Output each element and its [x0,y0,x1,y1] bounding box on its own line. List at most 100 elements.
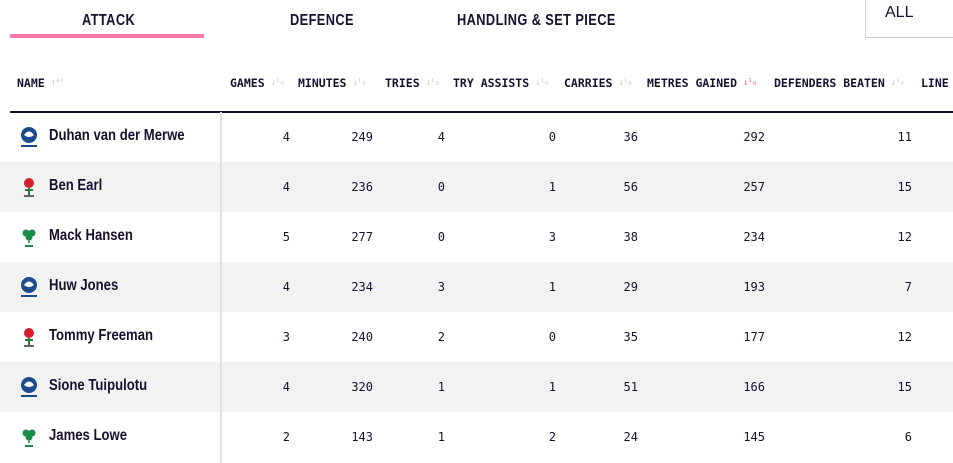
stat-defenders-beaten: 12 [897,230,912,244]
stat-carries: 29 [623,280,638,294]
stat-minutes: 236 [351,180,373,194]
stat-defenders-beaten: 11 [897,130,912,144]
filter-value: ALL [885,4,914,21]
stat-carries: 36 [623,130,638,144]
sort-icon[interactable]: ↓¹₀ [352,78,366,88]
name-column-divider [220,112,222,463]
stat-minutes: 277 [351,230,373,244]
stat-metres-gained: 145 [743,430,765,444]
stat-metres-gained: 177 [743,330,765,344]
stat-tries: 0 [437,230,445,244]
column-label: TRY ASSISTS [453,76,530,90]
stat-minutes: 249 [351,130,373,144]
stat-try-assists: 3 [548,230,556,244]
column-header-games[interactable]: GAMES ↓¹₀ [230,76,285,90]
stat-metres-gained: 166 [743,380,765,394]
stat-minutes: 320 [351,380,373,394]
stat-tries: 2 [437,330,445,344]
sort-icon[interactable]: ↓¹₀ [270,78,285,88]
sort-icon[interactable]: ↑ᴬᶻ [50,78,65,88]
stat-games: 2 [282,430,290,444]
ireland-team-logo-icon [17,425,41,449]
stat-metres-gained: 257 [743,180,765,194]
stat-tries: 0 [437,180,445,194]
column-header-try-assists[interactable]: TRY ASSISTS ↓¹₀ [453,76,549,90]
tab-attack[interactable]: ATTACK [82,12,136,29]
column-header-minutes[interactable]: MINUTES ↓¹₀ [298,76,367,90]
sort-icon[interactable]: ↓¹₀ [890,78,905,88]
stat-metres-gained: 292 [743,130,765,144]
stat-defenders-beaten: 15 [897,180,912,194]
stat-try-assists: 0 [548,130,556,144]
stat-try-assists: 1 [548,380,556,394]
stat-try-assists: 2 [548,430,556,444]
sort-icon[interactable]: ↓¹₀ [425,78,440,88]
table-row[interactable]: James Lowe 2 143 1 2 24 145 6 [0,412,953,462]
column-header-tries[interactable]: TRIES ↓¹₀ [385,76,440,90]
filter-select[interactable]: ALL [865,0,953,38]
sort-icon[interactable]: ↓¹₀ [743,78,757,88]
stat-defenders-beaten: 15 [897,380,912,394]
stat-games: 4 [282,130,290,144]
tab-defence[interactable]: DEFENCE [290,12,354,29]
sort-icon[interactable]: ↓¹₀ [535,78,549,88]
column-label: MINUTES [298,76,347,90]
column-header-line[interactable]: LINE [921,76,949,90]
stat-try-assists: 1 [548,280,556,294]
column-label: NAME [17,76,45,90]
table-row[interactable]: Sione Tuipulotu 4 320 1 1 51 166 15 [0,362,953,412]
player-name[interactable]: Ben Earl [49,177,103,194]
tab-handling-set-piece[interactable]: HANDLING & SET PIECE [457,12,616,29]
england-team-logo-icon [17,325,41,349]
stat-minutes: 143 [351,430,373,444]
stat-try-assists: 1 [548,180,556,194]
table-row[interactable]: Ben Earl 4 236 0 1 56 257 15 [0,162,953,212]
table-row[interactable]: Tommy Freeman 3 240 2 0 35 177 12 [0,312,953,362]
column-label: METRES GAINED [647,76,738,90]
stat-try-assists: 0 [548,330,556,344]
stat-carries: 51 [623,380,638,394]
column-label: CARRIES [564,76,613,90]
stat-minutes: 234 [351,280,373,294]
column-label: DEFENDERS BEATEN [774,76,885,90]
table-row[interactable]: Mack Hansen 5 277 0 3 38 234 12 [0,212,953,262]
stat-tries: 1 [437,430,445,444]
stat-defenders-beaten: 6 [904,430,912,444]
table-row[interactable]: Huw Jones 4 234 3 1 29 193 7 [0,262,953,312]
column-header-name[interactable]: NAME ↑ᴬᶻ [17,76,65,90]
stat-carries: 35 [623,330,638,344]
sort-icon[interactable]: ↓¹₀ [618,78,632,88]
player-name[interactable]: Tommy Freeman [49,327,154,344]
player-name[interactable]: James Lowe [49,427,128,444]
column-header-metres-gained[interactable]: METRES GAINED ↓¹₀ [647,76,757,90]
stat-minutes: 240 [351,330,373,344]
scotland-team-logo-icon [17,275,41,299]
player-name[interactable]: Mack Hansen [49,227,133,244]
stat-metres-gained: 193 [743,280,765,294]
column-header-carries[interactable]: CARRIES ↓¹₀ [564,76,633,90]
player-name[interactable]: Huw Jones [49,277,119,294]
stat-tries: 1 [437,380,445,394]
england-team-logo-icon [17,175,41,199]
column-label: LINE [921,76,949,90]
table-row[interactable]: Duhan van der Merwe 4 249 4 0 36 292 11 [0,112,953,162]
stat-tries: 4 [437,130,445,144]
scotland-team-logo-icon [17,125,41,149]
stat-tries: 3 [437,280,445,294]
stat-carries: 24 [623,430,638,444]
stat-games: 4 [282,280,290,294]
stat-defenders-beaten: 7 [904,280,912,294]
stat-metres-gained: 234 [743,230,765,244]
player-name[interactable]: Duhan van der Merwe [49,127,185,144]
stat-carries: 38 [623,230,638,244]
column-header-defenders-beaten[interactable]: DEFENDERS BEATEN ↓¹₀ [774,76,905,90]
stat-carries: 56 [623,180,638,194]
active-tab-indicator [10,34,204,38]
column-label: GAMES [230,76,265,90]
stat-games: 4 [282,180,290,194]
header-divider [10,111,953,113]
stat-defenders-beaten: 12 [897,330,912,344]
ireland-team-logo-icon [17,225,41,249]
player-name[interactable]: Sione Tuipulotu [49,377,148,394]
stat-games: 3 [282,330,290,344]
